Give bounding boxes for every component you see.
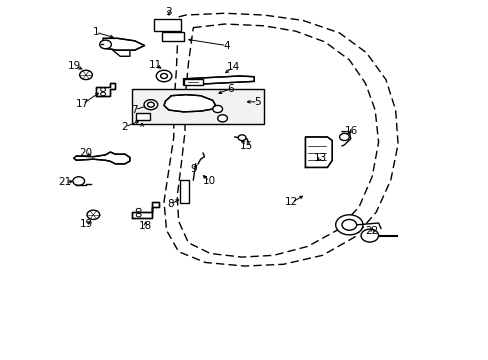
Circle shape: [238, 135, 245, 140]
Circle shape: [212, 105, 222, 113]
Circle shape: [160, 73, 167, 78]
Bar: [161, 32, 183, 41]
Text: 8: 8: [167, 199, 173, 210]
Text: 20: 20: [80, 148, 92, 158]
Polygon shape: [183, 76, 254, 85]
Text: 9: 9: [190, 164, 196, 174]
Text: 17: 17: [76, 99, 89, 109]
Circle shape: [335, 215, 362, 235]
Text: 11: 11: [148, 59, 162, 69]
Text: 6: 6: [227, 84, 234, 94]
Polygon shape: [96, 83, 115, 96]
Text: 15: 15: [239, 141, 252, 151]
Bar: [154, 19, 181, 31]
Circle shape: [360, 229, 378, 242]
Text: 10: 10: [203, 176, 216, 186]
Text: 12: 12: [285, 197, 298, 207]
Bar: [136, 113, 150, 120]
Circle shape: [144, 100, 158, 110]
Text: 18: 18: [139, 221, 152, 231]
Text: 5: 5: [254, 97, 261, 107]
Circle shape: [100, 40, 111, 49]
Text: 19: 19: [68, 61, 81, 71]
Circle shape: [101, 92, 105, 96]
Polygon shape: [103, 39, 144, 50]
Circle shape: [73, 177, 84, 185]
Circle shape: [101, 88, 105, 91]
Circle shape: [136, 208, 141, 212]
Polygon shape: [132, 202, 159, 218]
Circle shape: [341, 220, 356, 230]
Text: 1: 1: [92, 27, 99, 37]
Text: 3: 3: [165, 7, 172, 17]
Text: 13: 13: [313, 153, 326, 163]
Polygon shape: [305, 137, 331, 167]
Text: 4: 4: [223, 41, 229, 50]
Circle shape: [339, 134, 348, 140]
Text: 7: 7: [131, 105, 138, 115]
Text: 2: 2: [122, 122, 128, 132]
Polygon shape: [163, 95, 215, 112]
Circle shape: [80, 70, 92, 80]
Text: 19: 19: [79, 220, 92, 229]
Text: 14: 14: [226, 62, 240, 72]
Circle shape: [147, 102, 154, 107]
Text: 16: 16: [345, 126, 358, 135]
Text: 21: 21: [58, 177, 72, 187]
Bar: [132, 89, 264, 125]
Circle shape: [87, 210, 100, 220]
Circle shape: [217, 115, 227, 122]
Text: 22: 22: [365, 226, 378, 236]
Circle shape: [136, 213, 141, 217]
Circle shape: [156, 70, 171, 82]
Bar: [183, 79, 203, 85]
Bar: [180, 180, 188, 203]
Polygon shape: [74, 152, 130, 164]
